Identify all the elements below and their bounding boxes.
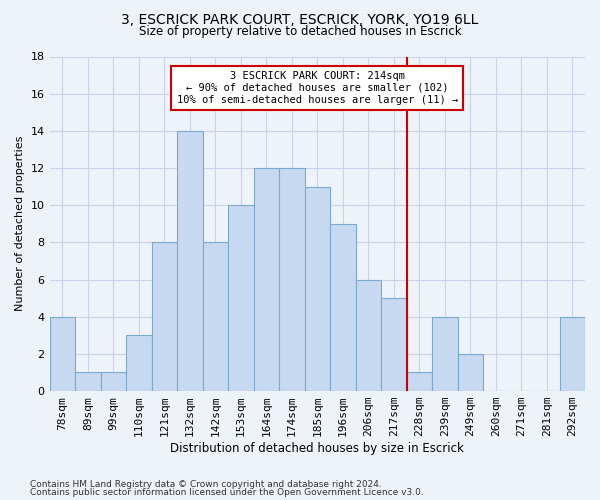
Bar [407, 372, 432, 391]
Bar [305, 186, 330, 391]
Bar [254, 168, 279, 391]
Bar [126, 336, 152, 391]
Text: Contains HM Land Registry data © Crown copyright and database right 2024.: Contains HM Land Registry data © Crown c… [30, 480, 382, 489]
Bar [203, 242, 228, 391]
Text: Contains public sector information licensed under the Open Government Licence v3: Contains public sector information licen… [30, 488, 424, 497]
Text: 3 ESCRICK PARK COURT: 214sqm
← 90% of detached houses are smaller (102)
10% of s: 3 ESCRICK PARK COURT: 214sqm ← 90% of de… [176, 72, 458, 104]
Bar [101, 372, 126, 391]
Bar [279, 168, 305, 391]
Bar [228, 205, 254, 391]
Bar [432, 316, 458, 391]
Bar [356, 280, 381, 391]
Bar [152, 242, 177, 391]
Bar [50, 316, 75, 391]
Text: 3, ESCRICK PARK COURT, ESCRICK, YORK, YO19 6LL: 3, ESCRICK PARK COURT, ESCRICK, YORK, YO… [121, 12, 479, 26]
Text: Size of property relative to detached houses in Escrick: Size of property relative to detached ho… [139, 25, 461, 38]
X-axis label: Distribution of detached houses by size in Escrick: Distribution of detached houses by size … [170, 442, 464, 455]
Bar [458, 354, 483, 391]
Bar [381, 298, 407, 391]
Y-axis label: Number of detached properties: Number of detached properties [15, 136, 25, 312]
Bar [560, 316, 585, 391]
Bar [330, 224, 356, 391]
Bar [75, 372, 101, 391]
Bar [177, 131, 203, 391]
